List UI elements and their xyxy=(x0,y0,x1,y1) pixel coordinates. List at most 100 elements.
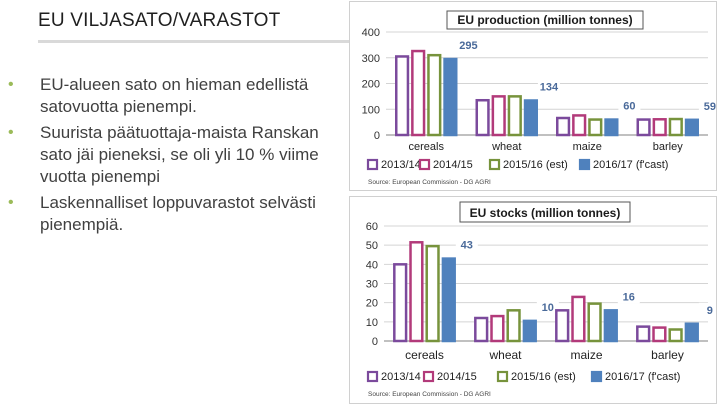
category-label: cereals xyxy=(405,348,444,362)
bar-cereals-2013-14 xyxy=(395,55,410,137)
bar-cereals-2015-16 xyxy=(425,244,440,343)
bullet-list: • EU-alueen sato on hieman edellistä sato… xyxy=(8,74,348,240)
legend-swatch xyxy=(578,158,591,171)
bar-barley-2016-17 xyxy=(684,322,699,343)
bar-barley-2015-16 xyxy=(668,328,683,343)
bullet-item: • Suurista päätuottaja-maista Ranskan sat… xyxy=(8,122,348,188)
data-label: 134 xyxy=(540,81,559,93)
data-label-bg xyxy=(536,299,559,314)
bullet-dot-icon: • xyxy=(8,194,14,211)
chart-title-box xyxy=(446,10,644,30)
legend-swatch xyxy=(418,158,431,171)
bar-wheat-2013-14 xyxy=(474,316,489,343)
bar-cereals-2016-17 xyxy=(443,57,458,137)
data-label-bg xyxy=(457,38,480,53)
legend-swatch xyxy=(366,370,379,383)
data-label: 16 xyxy=(623,291,635,303)
bullet-dot-icon: • xyxy=(8,124,14,141)
bullet-item: • EU-alueen sato on hieman edellistä sato… xyxy=(8,74,348,118)
chart-title: EU stocks (million tonnes) xyxy=(470,206,621,220)
data-label: 60 xyxy=(623,101,635,113)
chart-title: EU production (million tonnes) xyxy=(457,13,632,27)
bar-maize-2013-14 xyxy=(555,309,570,343)
y-tick-label: 100 xyxy=(362,104,380,116)
bar-maize-2016-17 xyxy=(604,118,619,137)
y-tick-label: 30 xyxy=(366,279,378,291)
legend-swatch xyxy=(422,370,435,383)
bullet-text: EU-alueen sato on hieman edellistä satov… xyxy=(40,75,309,116)
legend-swatch xyxy=(488,158,501,171)
legend-label: 2013/14 xyxy=(381,371,421,383)
y-tick-label: 200 xyxy=(362,79,380,91)
legend-label: 2014/15 xyxy=(437,371,477,383)
bar-maize-2015-16 xyxy=(587,302,602,343)
bar-cereals-2013-14 xyxy=(393,263,408,343)
data-label: 10 xyxy=(542,302,554,314)
y-tick-label: 40 xyxy=(366,259,378,271)
bullet-text: Laskennalliset loppuvarastot selvästi pi… xyxy=(40,193,316,234)
bar-barley-2015-16 xyxy=(668,117,683,137)
legend-label: 2016/17 (f'cast) xyxy=(605,371,680,383)
category-label: wheat xyxy=(491,141,521,153)
legend-label: 2016/17 (f'cast) xyxy=(593,159,668,171)
legend-label: 2013/14 xyxy=(381,159,421,171)
legend-label: 2015/16 (est) xyxy=(511,371,576,383)
slide-title: EU VILJASATO/VARASTOT xyxy=(38,10,281,31)
category-label: barley xyxy=(653,141,683,153)
production-chart: EU production (million tonnes) 0 100 200 300… xyxy=(362,10,716,186)
bar-cereals-2014-15 xyxy=(411,49,426,137)
data-label-bg xyxy=(455,237,478,252)
data-label: 9 xyxy=(707,305,713,317)
data-label-bg xyxy=(537,79,560,94)
y-tick-label: 400 xyxy=(362,27,380,39)
y-tick-label: 20 xyxy=(366,298,378,310)
production-chart-panel: EU production (million tonnes) 0 100 200 300… xyxy=(350,2,716,190)
y-tick-label: 50 xyxy=(366,240,378,252)
bar-wheat-2016-17 xyxy=(522,319,537,343)
legend-swatch xyxy=(366,158,379,171)
y-tick-label: 0 xyxy=(374,130,380,142)
bullet-dot-icon: • xyxy=(8,76,14,93)
bar-barley-2014-15 xyxy=(652,118,667,137)
stocks-chart-panel: EU stocks (million tonnes) 0 10 20 30 40 50 60 c… xyxy=(350,197,716,403)
y-tick-label: 300 xyxy=(362,53,380,65)
legend-label: 2014/15 xyxy=(433,159,473,171)
bar-cereals-2014-15 xyxy=(409,241,424,343)
y-tick-label: 0 xyxy=(372,336,378,348)
data-label: 43 xyxy=(461,240,473,252)
bar-maize-2014-15 xyxy=(571,295,586,343)
stocks-chart: EU stocks (million tonnes) 0 10 20 30 40 50 60 c… xyxy=(366,201,716,398)
y-tick-label: 10 xyxy=(366,317,378,329)
source-note: Source: European Commission - DG AGRI xyxy=(368,179,491,186)
data-label-bg xyxy=(698,98,716,113)
bar-maize-2015-16 xyxy=(588,118,603,137)
legend-swatch xyxy=(496,370,509,383)
bar-maize-2013-14 xyxy=(556,116,571,137)
data-label-bg xyxy=(618,98,641,113)
bar-barley-2013-14 xyxy=(636,118,651,137)
bar-cereals-2016-17 xyxy=(441,257,456,343)
data-label-bg xyxy=(617,289,640,304)
bar-wheat-2014-15 xyxy=(490,314,505,343)
bar-wheat-2015-16 xyxy=(507,95,522,137)
legend-label: 2015/16 (est) xyxy=(503,159,568,171)
bar-wheat-2014-15 xyxy=(491,95,506,137)
bullet-item: • Laskennalliset loppuvarastot selvästi p… xyxy=(8,192,348,236)
bar-wheat-2016-17 xyxy=(523,99,538,137)
data-label-bg xyxy=(698,302,716,317)
bar-wheat-2013-14 xyxy=(475,98,490,137)
category-label: maize xyxy=(570,348,602,362)
title-divider xyxy=(38,40,350,43)
chart-title-box xyxy=(459,201,631,223)
source-note: Source: European Commission - DG AGRI xyxy=(368,391,491,398)
bar-barley-2013-14 xyxy=(636,325,651,343)
bar-barley-2014-15 xyxy=(652,326,667,343)
y-tick-label: 60 xyxy=(366,221,378,233)
data-label: 295 xyxy=(459,40,477,52)
bar-maize-2016-17 xyxy=(603,309,618,343)
bar-cereals-2015-16 xyxy=(427,53,442,137)
bar-wheat-2015-16 xyxy=(506,309,521,343)
bar-maize-2014-15 xyxy=(572,114,587,137)
data-label: 59 xyxy=(704,101,716,113)
category-label: barley xyxy=(651,348,684,362)
